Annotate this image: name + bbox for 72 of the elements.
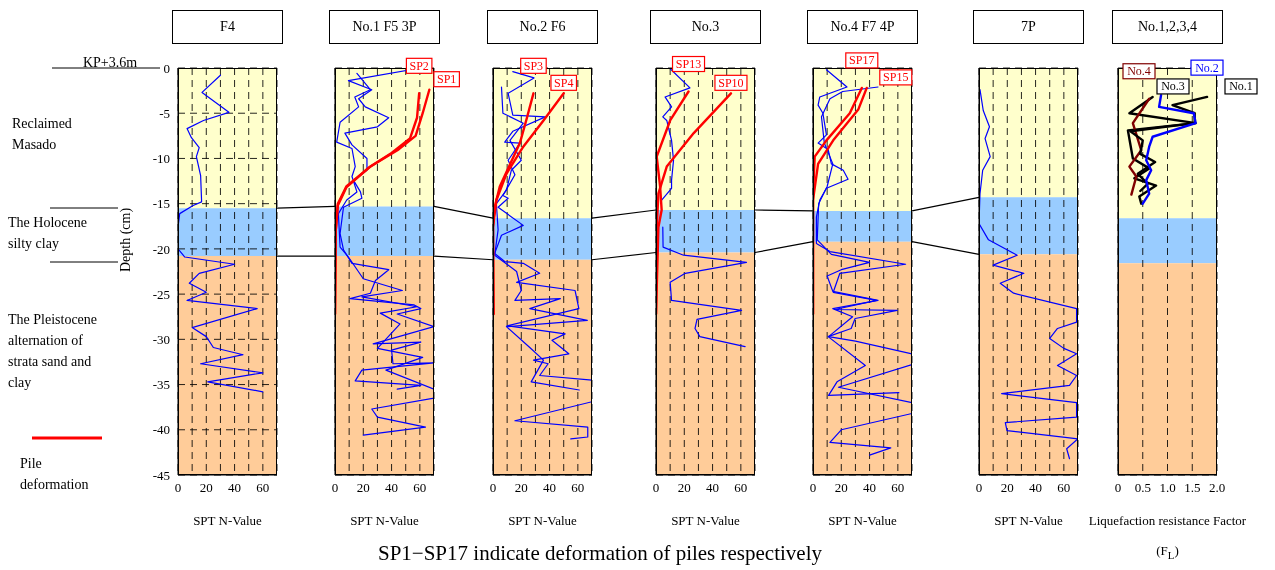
y-tick-label: -25 xyxy=(152,286,170,302)
x-tick-label: 0 xyxy=(975,480,983,496)
x-tick-label: 0.5 xyxy=(1134,480,1151,496)
x-tick-label: 0 xyxy=(174,480,182,496)
chart-title: F4 xyxy=(172,10,283,44)
series-label: No.3 xyxy=(1161,79,1185,94)
series-label: SP4 xyxy=(554,75,574,90)
series-label: No.4 xyxy=(1127,64,1151,79)
x-tick-label: 40 xyxy=(543,480,557,496)
x-tick-label: 20 xyxy=(199,480,213,496)
y-tick-label: -5 xyxy=(159,105,170,121)
x-tick-label: 20 xyxy=(1000,480,1014,496)
x-tick-label: 0 xyxy=(809,480,817,496)
y-tick-label: -30 xyxy=(152,331,170,347)
x-axis-title: SPT N-Value xyxy=(192,512,263,530)
x-tick-label: 60 xyxy=(734,480,748,496)
x-tick-label: 60 xyxy=(1057,480,1071,496)
x-tick-label: 20 xyxy=(356,480,370,496)
text: The Pleistocene alternation of strata sand and clay xyxy=(8,311,99,392)
text: SP1−SP17 indicate deformation of piles respectively xyxy=(377,540,823,566)
x-tick-label: 20 xyxy=(834,480,848,496)
y-tick-label: -45 xyxy=(152,467,170,483)
series-label: SP15 xyxy=(883,70,909,85)
chart-title: No.1 F5 3P xyxy=(329,10,440,44)
x-tick-label: 40 xyxy=(385,480,399,496)
x-tick-label: 60 xyxy=(256,480,270,496)
y-axis-title: Depth (cm) xyxy=(118,206,134,275)
x-tick-label: 0 xyxy=(652,480,660,496)
x-axis-title: SPT N-Value xyxy=(507,512,578,530)
chart-title: No.3 xyxy=(650,10,761,44)
series-label: SP10 xyxy=(718,75,744,90)
text: Reclaimed Masado xyxy=(12,115,73,154)
x-axis-title: SPT N-Value xyxy=(994,513,1063,528)
x-tick-label: 0 xyxy=(331,480,339,496)
x-tick-label: 20 xyxy=(677,480,691,496)
x-tick-label: 2.0 xyxy=(1208,480,1226,496)
x-tick-label: 40 xyxy=(863,480,877,496)
text: The Holocene silty clay xyxy=(8,214,88,253)
chart-title: 7P xyxy=(973,10,1084,44)
text: Pile deformation xyxy=(20,455,90,494)
text: SP13 xyxy=(675,57,702,72)
x-tick-label: 0 xyxy=(1114,480,1122,496)
series-label: SP1 xyxy=(436,72,457,87)
x-tick-label: 1.5 xyxy=(1184,480,1201,496)
chart-title: No.4 F7 4P xyxy=(807,10,918,44)
x-axis-title: SPT N-Value xyxy=(670,512,741,530)
series-label: No.1 xyxy=(1229,79,1253,94)
x-tick-label: 60 xyxy=(891,480,905,496)
x-tick-label: 40 xyxy=(706,480,720,496)
series-label: SP2 xyxy=(409,58,429,73)
y-tick-label: -15 xyxy=(152,196,170,212)
x-tick-label: 20 xyxy=(514,480,528,496)
y-tick-label: 0 xyxy=(163,60,170,76)
x-axis-title: Liquefaction resistance Factor (F$_{L}$) xyxy=(1088,512,1247,563)
y-tick-label: -35 xyxy=(152,377,170,393)
x-tick-label: 0 xyxy=(489,480,497,496)
y-tick-label: -40 xyxy=(152,422,170,438)
text: KP+3.6m xyxy=(81,54,139,72)
y-tick-label: -20 xyxy=(152,241,170,257)
x-axis-title: SPT N-Value xyxy=(827,512,898,530)
y-tick-label: -10 xyxy=(152,151,170,167)
x-tick-label: 40 xyxy=(228,480,242,496)
chart-title: No.1,2,3,4 xyxy=(1112,10,1223,44)
series-label: SP3 xyxy=(523,58,544,73)
text: No.2 xyxy=(1195,60,1219,75)
x-tick-label: 40 xyxy=(1029,480,1043,496)
x-axis-title: SPT N-Value xyxy=(349,512,420,530)
text: SP17 xyxy=(849,53,875,68)
chart-title: No.2 F6 xyxy=(487,10,598,44)
x-tick-label: 60 xyxy=(571,480,585,496)
x-tick-label: 60 xyxy=(413,480,427,496)
x-tick-label: 1.0 xyxy=(1159,480,1176,496)
